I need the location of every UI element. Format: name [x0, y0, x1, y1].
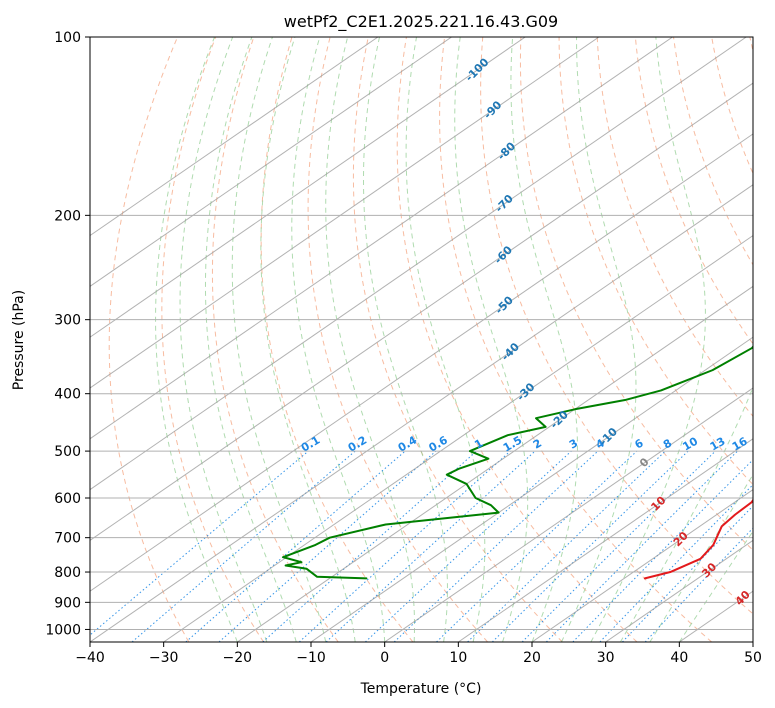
- x-tick-label: −30: [149, 650, 179, 666]
- dry-adiabat-line: [558, 37, 753, 486]
- dry-adiabat-line: [711, 37, 753, 175]
- dry-adiabat-line: [519, 37, 753, 551]
- y-tick-label: 600: [54, 491, 81, 507]
- dry-adiabat-line: [396, 37, 638, 642]
- y-tick-label: 200: [54, 208, 81, 224]
- moist-adiabat-line: [260, 37, 356, 642]
- isotherm-line: [605, 539, 753, 642]
- dry-adiabat-line: [480, 37, 753, 615]
- mixing-ratio-line: [298, 450, 511, 642]
- moist-adiabat-line: [155, 37, 238, 642]
- isotherm-line: [458, 438, 753, 642]
- y-tick-label: 700: [54, 531, 81, 547]
- dry-adiabat-line: [211, 37, 339, 642]
- y-tick-label: 300: [54, 313, 81, 329]
- y-tick-label: 800: [54, 565, 81, 581]
- sounding-profiles: [282, 345, 753, 580]
- moist-adiabat-line: [231, 37, 327, 642]
- isotherm-line: [90, 37, 600, 389]
- mixing-ratio-line: [185, 450, 406, 642]
- moist-adiabat-line: [325, 37, 416, 642]
- isotherm-line: [163, 234, 753, 642]
- dry-adiabat-line: [439, 37, 713, 642]
- y-tick-label: 100: [54, 30, 81, 46]
- moist-adiabat-line: [590, 37, 706, 642]
- y-axis-title: Pressure (hPa): [11, 290, 27, 390]
- moist-adiabat-line: [454, 37, 529, 642]
- moist-adiabat-line: [362, 37, 448, 642]
- mixing-ratio-line: [131, 450, 356, 642]
- x-tick-label: −40: [75, 650, 105, 666]
- mixing-ratio-line: [521, 450, 716, 642]
- mixing-ratio-line: [325, 450, 536, 642]
- mixing-ratio-line: [218, 450, 437, 642]
- x-tick-label: 20: [523, 650, 541, 666]
- mixing-ratio-line: [393, 450, 599, 642]
- dry-adiabat-line: [596, 37, 753, 418]
- mixing-ratio-line: [621, 505, 753, 642]
- moist-adiabat-line: [649, 473, 753, 642]
- dry-adiabat-line: [352, 37, 563, 642]
- dry-adiabat-line: [307, 37, 488, 642]
- isotherm-line: [90, 37, 379, 237]
- isotherm-line: [90, 37, 452, 287]
- x-tick-label: 50: [744, 650, 762, 666]
- x-axis-title: Temperature (°C): [360, 681, 482, 697]
- moist-adiabat-line: [561, 37, 637, 642]
- dry-adiabat-line: [260, 37, 414, 642]
- dry-adiabat-line: [108, 37, 190, 642]
- moist-adiabat-line: [510, 37, 578, 642]
- mixing-ratio-line: [572, 459, 753, 642]
- moist-adiabat-line: [619, 386, 753, 642]
- isotherm-line: [90, 184, 753, 642]
- plot-area: [90, 37, 753, 642]
- isotherm-line: [90, 37, 526, 338]
- mixing-ratio-line: [491, 450, 689, 642]
- isotherm-line: [531, 488, 753, 642]
- plot-frame: [89, 36, 754, 643]
- moist-adiabat-line: [179, 37, 268, 642]
- mixing-ratio-line: [599, 484, 753, 642]
- isotherm-line: [90, 37, 673, 440]
- x-tick-label: −20: [223, 650, 253, 666]
- isotherm-line: [90, 133, 753, 592]
- x-tick-label: 40: [670, 650, 688, 666]
- reference-lines: [90, 37, 753, 642]
- isotherm-line: [384, 387, 753, 642]
- y-tick-label: 1000: [45, 622, 81, 638]
- y-tick-label: 400: [54, 387, 81, 403]
- moist-adiabat-line: [291, 37, 386, 642]
- temperature-profile-line: [643, 498, 753, 580]
- dry-adiabat-line: [161, 37, 264, 642]
- isotherm-line: [310, 336, 753, 642]
- moist-adiabat-line: [204, 37, 297, 642]
- mixing-ratio-line: [467, 450, 666, 642]
- x-tick-label: 0: [380, 650, 389, 666]
- x-axis: −40 −30 −20 −10 0 10 20 30 40 50: [75, 642, 762, 666]
- dewpoint-profile-line: [282, 345, 753, 580]
- x-tick-label: 10: [449, 650, 467, 666]
- isotherm-line: [90, 82, 753, 541]
- isotherm-line: [90, 37, 747, 491]
- x-tick-label: −10: [296, 650, 326, 666]
- mixing-ratio-line: [90, 450, 309, 636]
- y-tick-label: 500: [54, 444, 81, 460]
- y-tick-label: 900: [54, 595, 81, 611]
- isotherm-line: [237, 285, 753, 642]
- grid-lines: [90, 37, 753, 630]
- x-tick-label: 30: [597, 650, 615, 666]
- chart-title: wetPf2_C2E1.2025.221.16.43.G09: [284, 12, 558, 32]
- moist-adiabat-line: [405, 37, 486, 642]
- y-axis: 100 200 300 400 500 600 700 800 900 1000: [45, 30, 90, 638]
